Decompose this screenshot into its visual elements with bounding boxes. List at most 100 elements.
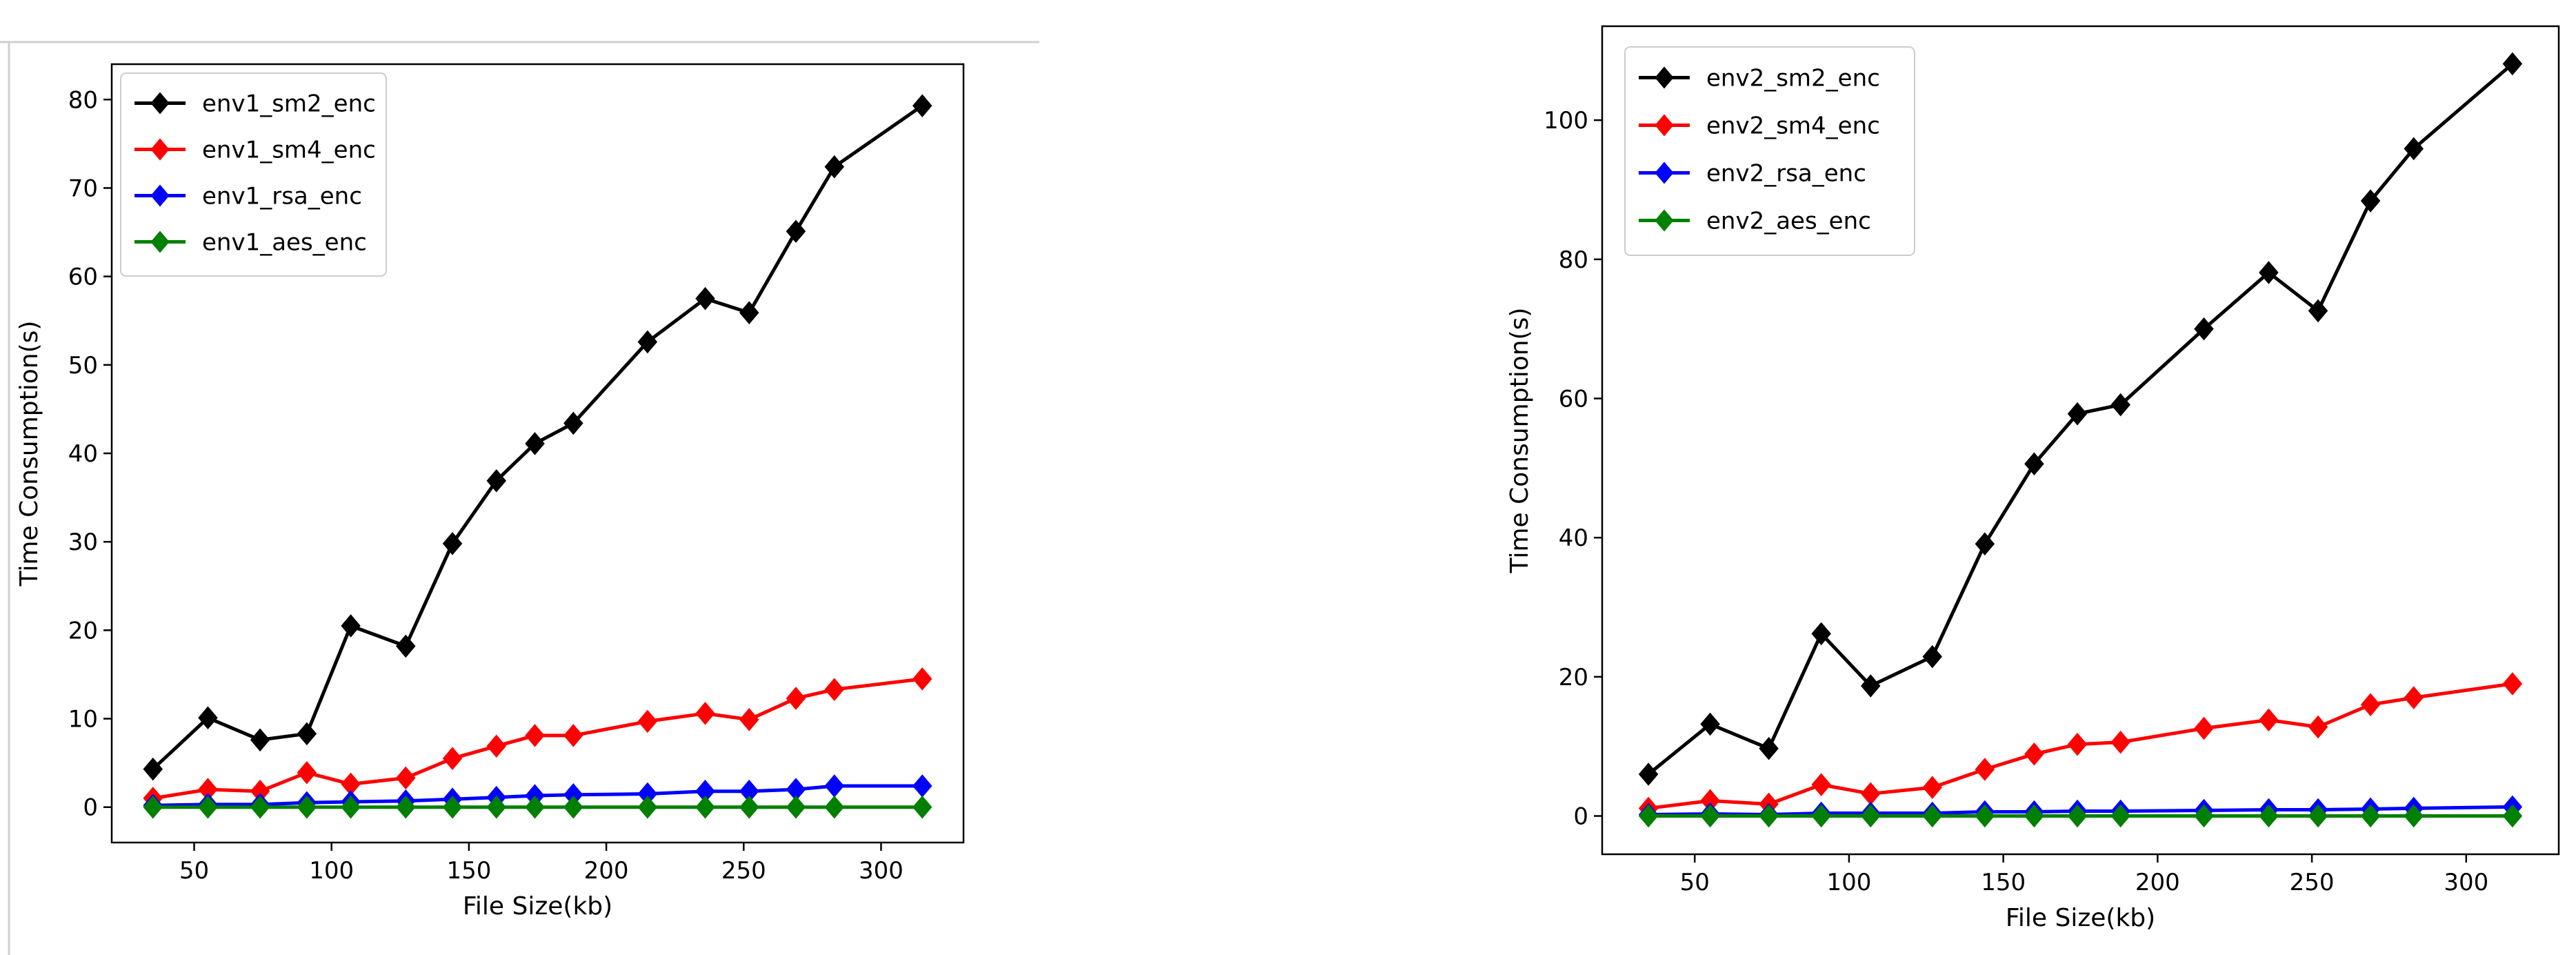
data-point-env2_aes_enc: [2308, 804, 2328, 828]
y-axis-label: Time Consumption(s): [15, 321, 43, 587]
data-point-env2_sm2_enc: [1811, 622, 1831, 646]
data-point-env2_sm2_enc: [2110, 393, 2130, 417]
data-point-env2_sm2_enc: [2308, 299, 2328, 323]
data-point-env1_sm4_enc: [525, 724, 545, 747]
data-point-env2_sm4_enc: [1975, 758, 1995, 781]
data-point-env2_aes_enc: [1700, 804, 1720, 828]
data-point-env2_aes_enc: [2067, 804, 2088, 828]
data-point-env1_sm2_enc: [695, 286, 715, 311]
data-point-env2_aes_enc: [1922, 804, 1942, 828]
data-point-env2_sm2_enc: [1638, 762, 1659, 786]
data-point-env1_aes_enc: [341, 795, 361, 819]
y-axis-label: Time Consumption(s): [1506, 308, 1534, 574]
x-tick-label: 100: [1826, 869, 1871, 896]
data-point-env2_sm4_enc: [2110, 730, 2130, 754]
y-tick-label: 0: [1573, 803, 1588, 831]
legend-swatch-marker: [1655, 209, 1674, 232]
legend-box: [1624, 46, 1915, 256]
legend-label: env1_sm2_enc: [202, 90, 376, 118]
y-tick-label: 50: [68, 352, 98, 380]
data-point-env2_aes_enc: [2259, 804, 2279, 828]
legend-swatch-marker: [150, 184, 170, 207]
data-point-env1_sm2_enc: [637, 330, 658, 354]
x-tick-label: 300: [859, 857, 903, 885]
data-point-env1_aes_enc: [250, 795, 270, 819]
data-point-env1_sm4_enc: [442, 747, 463, 770]
data-point-env2_sm2_enc: [2360, 189, 2381, 213]
data-point-env1_aes_enc: [739, 795, 759, 819]
y-tick-label: 0: [83, 794, 98, 822]
data-point-env2_sm4_enc: [1922, 776, 1942, 799]
legend-box: [120, 72, 387, 277]
data-point-env1_aes_enc: [486, 795, 506, 819]
x-tick-label: 250: [721, 857, 766, 885]
data-point-env2_sm2_enc: [1975, 532, 1995, 556]
y-tick-label: 70: [68, 175, 98, 202]
series-line-env1_sm2_enc: [152, 104, 923, 771]
data-point-env1_sm4_enc: [824, 678, 845, 702]
legend-label: env1_rsa_enc: [202, 183, 362, 210]
legend-label: env2_sm4_enc: [1706, 112, 1880, 140]
data-point-env2_sm2_enc: [2024, 452, 2044, 476]
data-point-env1_sm2_enc: [250, 728, 270, 752]
data-point-env2_aes_enc: [2110, 804, 2130, 828]
data-point-env1_sm2_enc: [563, 411, 583, 435]
data-point-env1_sm2_enc: [486, 469, 506, 493]
chart-env2: 50 100 150 200 250 300 0 20 40 60 80 100 File Size(k…: [1506, 25, 2560, 932]
legend-swatch-marker: [150, 92, 170, 115]
data-point-env1_aes_enc: [143, 795, 163, 819]
data-point-env2_sm4_enc: [2502, 672, 2523, 696]
y-tick-label: 40: [1559, 524, 1588, 552]
y-tick-label: 20: [1559, 664, 1588, 691]
data-point-env1_sm2_enc: [824, 155, 845, 179]
data-point-env2_aes_enc: [2360, 804, 2381, 828]
data-point-env2_sm4_enc: [2024, 742, 2044, 766]
data-point-env1_sm2_enc: [739, 301, 759, 324]
data-point-env2_sm2_enc: [2502, 52, 2523, 76]
data-point-env1_aes_enc: [695, 795, 715, 819]
data-point-env1_sm4_enc: [739, 708, 759, 731]
data-point-env2_sm2_enc: [2259, 261, 2279, 284]
data-point-env2_sm4_enc: [2259, 708, 2279, 732]
legend-swatch-marker: [150, 138, 170, 161]
data-point-env2_aes_enc: [1975, 804, 1995, 828]
data-point-env2_sm4_enc: [1860, 782, 1881, 806]
x-tick-label: 300: [2444, 869, 2488, 896]
legend-swatch-marker: [1655, 161, 1674, 184]
y-tick-label: 20: [68, 617, 98, 644]
data-point-env1_sm2_enc: [341, 614, 361, 638]
data-point-env1_aes_enc: [786, 795, 806, 819]
plot-frame: [1601, 25, 2560, 856]
legend-swatch-marker: [1655, 66, 1674, 89]
series-line-env1_sm4_enc: [152, 677, 923, 800]
data-point-env1_sm2_enc: [396, 634, 416, 658]
data-point-env2_aes_enc: [2024, 804, 2044, 828]
data-point-env1_sm4_enc: [396, 766, 416, 790]
data-point-env1_sm2_enc: [143, 757, 163, 781]
data-point-env1_sm2_enc: [525, 432, 545, 455]
legend-swatch-marker: [150, 230, 170, 253]
x-tick-label: 200: [2135, 869, 2180, 896]
x-axis-label: File Size(kb): [463, 892, 612, 920]
x-tick-label: 200: [584, 857, 629, 885]
data-point-env2_aes_enc: [1638, 804, 1659, 828]
data-point-env2_sm4_enc: [2067, 732, 2088, 756]
data-point-env2_sm4_enc: [2308, 715, 2328, 739]
legend-label: env2_aes_enc: [1706, 208, 1871, 235]
data-point-env2_sm2_enc: [1922, 644, 1942, 669]
data-point-env2_sm2_enc: [1700, 712, 1720, 736]
x-tick-label: 150: [1981, 869, 2026, 896]
data-point-env1_sm4_enc: [912, 667, 932, 691]
data-point-env1_sm4_enc: [695, 702, 715, 725]
y-tick-label: 60: [1559, 385, 1588, 413]
data-point-env1_aes_enc: [637, 795, 658, 819]
data-point-env1_aes_enc: [442, 795, 463, 819]
data-point-env1_rsa_enc: [912, 774, 932, 798]
y-tick-label: 40: [68, 440, 98, 468]
data-point-env1_sm2_enc: [442, 531, 463, 555]
data-point-env1_sm2_enc: [786, 219, 806, 244]
legend-label: env1_aes_enc: [202, 229, 367, 257]
series-line-env2_rsa_enc: [1648, 805, 2513, 816]
data-point-env2_sm4_enc: [2194, 716, 2214, 740]
